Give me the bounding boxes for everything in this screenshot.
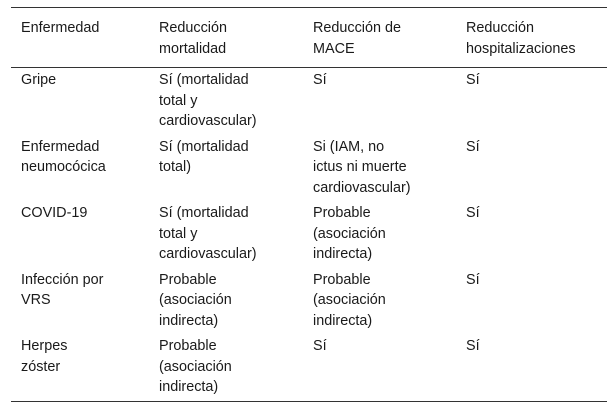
header-cell-reduccion-mace: Reducción de MACE [303, 8, 456, 68]
header-line: MACE [313, 40, 355, 57]
cell-line: Sí [466, 338, 480, 354]
cell-enfermedad: Herpes zóster [11, 334, 149, 401]
cell-hospitalizaciones: Sí [456, 334, 607, 401]
cell-line: Herpes [21, 338, 68, 354]
header-line: Enfermedad [21, 20, 100, 36]
cell-line: cardiovascular) [159, 246, 257, 262]
cell-line: Sí [466, 271, 480, 288]
cell-hospitalizaciones: Sí [456, 135, 607, 202]
cell-mace: Sí [303, 334, 456, 401]
cell-enfermedad: COVID-19 [11, 201, 149, 268]
header-line: Reducción [466, 20, 534, 36]
cell-line: (asociación [313, 225, 386, 242]
cell-line: Sí [466, 138, 480, 155]
cell-line: Si (IAM, no [313, 138, 385, 155]
table-row: COVID-19 Sí (mortalidad total y cardiova… [11, 201, 607, 268]
cell-line: ictus ni muerte [313, 159, 407, 175]
header-cell-reduccion-mortalidad: Reducción mortalidad [149, 8, 303, 68]
cell-line: Sí (mortalidad [159, 72, 249, 88]
cell-line: indirecta) [159, 312, 219, 329]
cell-line: (asociación [159, 358, 232, 375]
cell-line: Sí (mortalidad [159, 205, 249, 221]
cell-enfermedad: Gripe [11, 68, 149, 135]
header-line: Reducción de [313, 20, 402, 36]
cell-mortalidad: Probable (asociación indirecta) [149, 334, 303, 401]
cell-line: indirecta) [313, 246, 373, 262]
cell-hospitalizaciones: Sí [456, 268, 607, 335]
cell-line: Probable [313, 205, 371, 221]
cell-mortalidad: Probable (asociación indirecta) [149, 268, 303, 335]
cell-enfermedad: Infección por VRS [11, 268, 149, 335]
header-cell-reduccion-hospitalizaciones: Reducción hospitalizaciones [456, 8, 607, 68]
table-body: Gripe Sí (mortalidad total y cardiovascu… [11, 68, 607, 401]
header-cell-enfermedad: Enfermedad [11, 8, 149, 68]
cell-enfermedad: Enfermedad neumocócica [11, 135, 149, 202]
cell-hospitalizaciones: Sí [456, 201, 607, 268]
data-table: Enfermedad Reducción mortalidad Reducció… [11, 7, 607, 402]
cell-mace: Probable (asociación indirecta) [303, 268, 456, 335]
cell-line: neumocócica [21, 159, 106, 175]
cell-line: Sí (mortalidad [159, 138, 249, 155]
header-row: Enfermedad Reducción mortalidad Reducció… [11, 7, 607, 68]
data-table-container: Enfermedad Reducción mortalidad Reducció… [11, 7, 607, 402]
table-row: Infección por VRS Probable (asociación i… [11, 268, 607, 335]
cell-hospitalizaciones: Sí [456, 68, 607, 135]
table-row: Gripe Sí (mortalidad total y cardiovascu… [11, 68, 607, 135]
cell-line: total) [159, 159, 191, 175]
cell-line: Sí [313, 72, 327, 88]
cell-mortalidad: Sí (mortalidad total) [149, 135, 303, 202]
cell-line: Sí [466, 205, 480, 221]
cell-line: cardiovascular) [159, 113, 257, 129]
table-row: Herpes zóster Probable (asociación indir… [11, 334, 607, 401]
cell-mace: Sí [303, 68, 456, 135]
cell-line: Infección por [21, 271, 104, 288]
cell-line: zóster [21, 358, 61, 375]
cell-mortalidad: Sí (mortalidad total y cardiovascular) [149, 68, 303, 135]
cell-line: Sí [313, 338, 327, 354]
header-line: Reducción [159, 20, 227, 36]
cell-line: Sí [466, 72, 480, 88]
table-header: Enfermedad Reducción mortalidad Reducció… [11, 7, 607, 68]
cell-line: (asociación [313, 292, 386, 308]
cell-line: (asociación [159, 292, 232, 308]
cell-mortalidad: Sí (mortalidad total y cardiovascular) [149, 201, 303, 268]
cell-mace: Probable (asociación indirecta) [303, 201, 456, 268]
cell-line: indirecta) [159, 379, 219, 395]
cell-line: Probable [159, 271, 217, 288]
cell-line: indirecta) [313, 312, 373, 329]
cell-line: total y [159, 92, 198, 109]
cell-line: total y [159, 225, 198, 242]
cell-line: COVID-19 [21, 205, 88, 221]
cell-mace: Si (IAM, no ictus ni muerte cardiovascul… [303, 135, 456, 202]
header-line: hospitalizaciones [466, 40, 576, 57]
cell-line: Enfermedad [21, 138, 100, 155]
cell-line: Probable [313, 271, 371, 288]
cell-line: cardiovascular) [313, 179, 411, 196]
cell-line: Probable [159, 338, 217, 354]
header-line: mortalidad [159, 40, 227, 57]
table-row: Enfermedad neumocócica Sí (mortalidad to… [11, 135, 607, 202]
cell-line: VRS [21, 292, 51, 308]
cell-line: Gripe [21, 72, 57, 88]
